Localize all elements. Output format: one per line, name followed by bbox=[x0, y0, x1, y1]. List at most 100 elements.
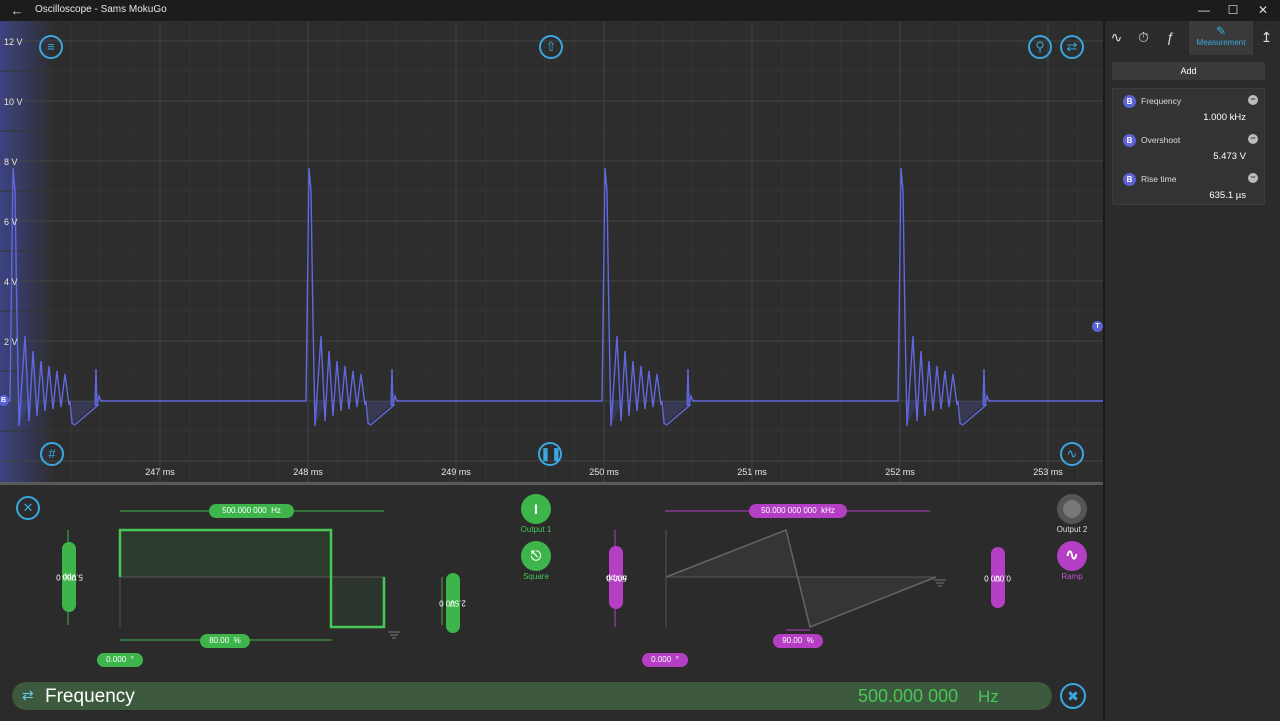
settings-sliders-icon[interactable]: ⇄ bbox=[1060, 35, 1084, 59]
grid bbox=[0, 21, 1103, 482]
tab-measurement-label: Measurement bbox=[1196, 38, 1246, 47]
output1-waveform-label: Square bbox=[523, 572, 549, 581]
close-window-icon[interactable]: ✕ bbox=[1257, 3, 1269, 17]
channel-badge: B bbox=[1123, 95, 1136, 108]
tab-waveform[interactable]: ∿ bbox=[1105, 21, 1128, 55]
output2-waveform-label: Ramp bbox=[1061, 572, 1083, 581]
measurement-name: Overshoot bbox=[1141, 135, 1181, 145]
channel-badge: B bbox=[1123, 173, 1136, 186]
panel-divider[interactable] bbox=[0, 482, 1103, 485]
output1-phase-value: 0.000 bbox=[106, 655, 127, 664]
right-panel: ∿ ⏱ ƒ ✎ Measurement ↥ Add B Frequency − … bbox=[1105, 21, 1280, 721]
pause-icon[interactable]: ❚❚ bbox=[538, 442, 562, 466]
minimize-icon[interactable]: — bbox=[1198, 3, 1210, 17]
y-label: 2 V bbox=[4, 337, 18, 347]
tab-timebase[interactable]: ⏱ bbox=[1132, 21, 1155, 55]
window-title: Oscilloscope - Sams MokuGo bbox=[35, 4, 167, 15]
x-label: 252 ms bbox=[885, 467, 915, 477]
scope-display[interactable]: 12 V 10 V 8 V 6 V 4 V 2 V 247 ms 248 ms … bbox=[0, 21, 1103, 482]
output2-symmetry-unit: % bbox=[806, 636, 814, 645]
output1-duty-value: 80.00 bbox=[209, 636, 230, 645]
output1-frequency-unit: Hz bbox=[271, 506, 281, 515]
add-measurement-button[interactable]: Add bbox=[1112, 62, 1265, 80]
output2-amplitude-unit: mVpp bbox=[605, 573, 627, 583]
measurement-name: Rise time bbox=[1141, 174, 1177, 184]
measurement-row[interactable]: B Frequency − 1.000 kHz bbox=[1113, 89, 1266, 125]
remove-measurement-icon[interactable]: − bbox=[1248, 95, 1258, 105]
x-label: 253 ms bbox=[1033, 467, 1063, 477]
channel-badge: B bbox=[1123, 134, 1136, 147]
output2-frequency-pill[interactable]: 50.000 000 000 kHz bbox=[749, 504, 847, 518]
cloud-upload-icon[interactable]: ⇧ bbox=[539, 35, 563, 59]
measurement-row[interactable]: B Overshoot − 5.473 V bbox=[1113, 128, 1266, 164]
waveform-icon: ∿ bbox=[1110, 29, 1123, 45]
output2-offset-pill[interactable]: 0.000 0 V bbox=[985, 547, 1011, 608]
remove-measurement-icon[interactable]: − bbox=[1248, 173, 1258, 183]
output2-amplitude-pill[interactable]: 500.0 mVpp bbox=[606, 546, 626, 609]
waveform-generator: ✕ 500.000 000 Hz 5.000 0 Vpp 2.500 0 V 8… bbox=[0, 485, 1103, 721]
tab-trigger[interactable]: ƒ bbox=[1159, 21, 1182, 55]
parameter-unit: Hz bbox=[978, 687, 999, 706]
channel-b-trace bbox=[0, 167, 1103, 427]
output1-label: Output 1 bbox=[520, 525, 552, 534]
output2-phase-unit: ° bbox=[675, 655, 679, 664]
output1-offset-pill[interactable]: 2.500 0 V bbox=[440, 573, 466, 633]
measurement-row[interactable]: B Rise time − 635.1 µs bbox=[1113, 167, 1266, 203]
output1-frequency-pill[interactable]: 500.000 000 Hz bbox=[209, 504, 294, 518]
measurement-name: Frequency bbox=[1141, 96, 1182, 106]
waveform-toggle-icon[interactable]: ∿ bbox=[1060, 442, 1084, 466]
output2-phase-pill[interactable]: 0.000 ° bbox=[642, 653, 688, 667]
ramp-wave-icon[interactable]: ∿ bbox=[1057, 541, 1087, 571]
output2-symmetry-value: 90.00 bbox=[782, 636, 803, 645]
trigger-marker[interactable]: T bbox=[1092, 321, 1103, 332]
parameter-editor-bar[interactable]: ⇄ Frequency 500.000 000 Hz bbox=[12, 682, 1052, 710]
output2-toggle-icon[interactable] bbox=[1057, 494, 1087, 524]
output2-frequency-unit: kHz bbox=[821, 506, 835, 515]
swap-arrows-icon[interactable]: ⇄ bbox=[22, 687, 34, 703]
y-label: 8 V bbox=[4, 157, 18, 167]
output2-graphic bbox=[614, 510, 946, 631]
probe-icon: ↥ bbox=[1260, 29, 1273, 45]
generator-graphics bbox=[67, 510, 946, 641]
y-label: 4 V bbox=[4, 277, 18, 287]
title-bar: ← Oscilloscope - Sams MokuGo — ☐ ✕ bbox=[0, 0, 1280, 21]
grid-icon[interactable]: # bbox=[40, 442, 64, 466]
output1-phase-unit: ° bbox=[130, 655, 134, 664]
scope-plot bbox=[0, 21, 1103, 482]
output2-phase-value: 0.000 bbox=[651, 655, 672, 664]
menu-icon[interactable]: ≡ bbox=[39, 35, 63, 59]
trace-fill bbox=[19, 401, 983, 426]
tab-probe[interactable]: ↥ bbox=[1255, 21, 1278, 55]
remove-measurement-icon[interactable]: − bbox=[1248, 134, 1258, 144]
output2-frequency-value: 50.000 000 000 bbox=[761, 506, 817, 515]
output1-duty-pill[interactable]: 80.00 % bbox=[200, 634, 250, 648]
parameter-value[interactable]: 500.000 000 bbox=[858, 686, 959, 706]
measurement-list: B Frequency − 1.000 kHz B Overshoot − 5.… bbox=[1112, 88, 1265, 205]
wrench-settings-icon[interactable]: ✖ bbox=[1060, 683, 1086, 709]
close-generator-icon[interactable]: ✕ bbox=[16, 496, 40, 520]
output1-offset-unit: V bbox=[450, 598, 456, 608]
output1-frequency-value: 500.000 000 bbox=[222, 506, 267, 515]
output1-toggle-icon[interactable]: I bbox=[521, 494, 551, 524]
timer-icon: ⏱ bbox=[1138, 29, 1149, 45]
trigger-edge-icon: ƒ bbox=[1166, 29, 1175, 45]
maximize-icon[interactable]: ☐ bbox=[1227, 3, 1239, 17]
output1-duty-unit: % bbox=[233, 636, 241, 645]
channel-b-marker[interactable]: B bbox=[0, 395, 9, 406]
x-label: 247 ms bbox=[145, 467, 175, 477]
output2-label: Output 2 bbox=[1056, 525, 1088, 534]
zoom-search-icon[interactable]: ⚲ bbox=[1028, 35, 1052, 59]
output2-symmetry-pill[interactable]: 90.00 % bbox=[773, 634, 823, 648]
tab-measurement[interactable]: ✎ Measurement bbox=[1189, 21, 1253, 55]
measurement-icon: ✎ bbox=[1215, 24, 1227, 38]
square-wave-icon[interactable]: ⎋ bbox=[521, 541, 551, 571]
output1-phase-pill[interactable]: 0.000 ° bbox=[97, 653, 143, 667]
x-label: 249 ms bbox=[441, 467, 471, 477]
x-label: 250 ms bbox=[589, 467, 619, 477]
output2-offset-unit: V bbox=[995, 572, 1001, 582]
output1-amplitude-pill[interactable]: 5.000 0 Vpp bbox=[56, 542, 82, 612]
x-label: 248 ms bbox=[293, 467, 323, 477]
back-arrow-icon[interactable]: ← bbox=[10, 3, 24, 18]
parameter-name: Frequency bbox=[45, 686, 135, 707]
panel-separator bbox=[1103, 21, 1105, 721]
